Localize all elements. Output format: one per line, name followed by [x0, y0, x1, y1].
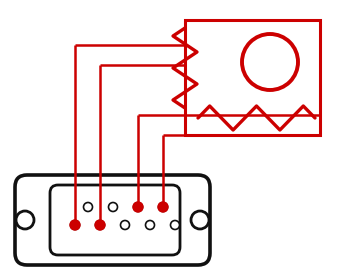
- Circle shape: [16, 211, 34, 229]
- Circle shape: [158, 202, 168, 212]
- Circle shape: [120, 221, 130, 230]
- Circle shape: [146, 221, 154, 230]
- Circle shape: [170, 221, 180, 230]
- Circle shape: [70, 220, 80, 230]
- Circle shape: [158, 202, 168, 211]
- Circle shape: [108, 202, 118, 211]
- Bar: [185, 20, 320, 135]
- Circle shape: [242, 34, 298, 90]
- Circle shape: [133, 202, 143, 212]
- Circle shape: [84, 202, 92, 211]
- Circle shape: [96, 221, 104, 230]
- Circle shape: [134, 202, 142, 211]
- FancyBboxPatch shape: [15, 175, 210, 265]
- Circle shape: [70, 221, 80, 230]
- FancyBboxPatch shape: [50, 185, 180, 255]
- Circle shape: [95, 220, 105, 230]
- Circle shape: [191, 211, 209, 229]
